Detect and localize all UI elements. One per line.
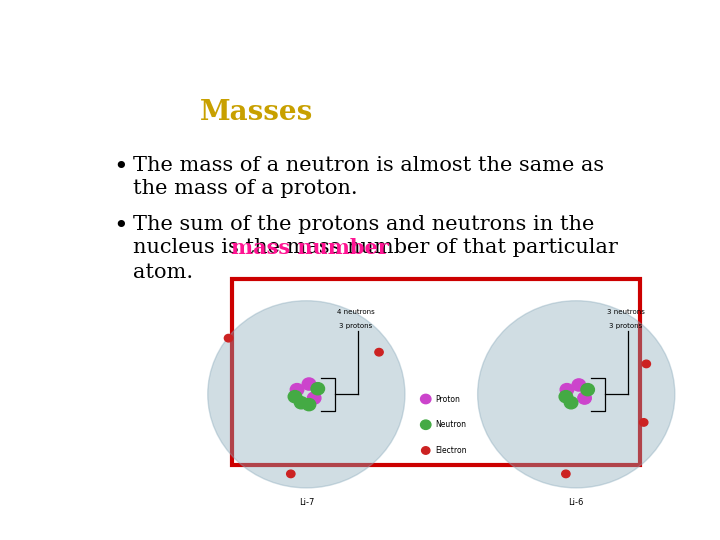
Text: Neutron: Neutron	[435, 420, 466, 429]
Circle shape	[307, 392, 321, 404]
Bar	[232, 279, 640, 465]
Circle shape	[290, 383, 304, 396]
Circle shape	[564, 397, 578, 409]
Text: Li-7: Li-7	[299, 498, 314, 508]
Text: 3 protons: 3 protons	[609, 323, 642, 329]
Circle shape	[422, 447, 430, 454]
Text: Li-6: Li-6	[569, 498, 584, 508]
Circle shape	[581, 383, 595, 396]
Text: Masses: Masses	[200, 99, 313, 126]
Circle shape	[420, 394, 431, 404]
Circle shape	[287, 470, 295, 477]
Text: mass number: mass number	[231, 238, 390, 258]
Text: atom.: atom.	[132, 264, 193, 282]
Circle shape	[578, 392, 591, 404]
Text: 3 protons: 3 protons	[339, 323, 372, 329]
Text: Proton: Proton	[435, 395, 460, 403]
Circle shape	[375, 348, 383, 356]
Circle shape	[562, 470, 570, 477]
Circle shape	[225, 334, 233, 342]
Circle shape	[294, 397, 308, 409]
Text: •: •	[113, 215, 128, 238]
Circle shape	[288, 390, 302, 403]
Circle shape	[560, 383, 574, 396]
Circle shape	[572, 379, 585, 391]
Ellipse shape	[477, 301, 675, 488]
Text: Electron: Electron	[435, 446, 467, 455]
Circle shape	[559, 390, 572, 403]
Text: 4 neutrons: 4 neutrons	[337, 309, 374, 315]
Circle shape	[639, 418, 648, 426]
Circle shape	[642, 360, 650, 368]
Text: The mass of a neutron is almost the same as: The mass of a neutron is almost the same…	[132, 156, 604, 174]
Circle shape	[302, 378, 315, 390]
Ellipse shape	[208, 301, 405, 488]
Circle shape	[311, 383, 325, 395]
Text: nucleus is the mass number of that particular: nucleus is the mass number of that parti…	[132, 238, 618, 257]
Text: the mass of a proton.: the mass of a proton.	[132, 179, 357, 198]
Text: •: •	[113, 156, 128, 179]
Text: 3 neutrons: 3 neutrons	[607, 309, 644, 315]
Circle shape	[302, 399, 315, 411]
Circle shape	[420, 420, 431, 429]
Text: The sum of the protons and neutrons in the: The sum of the protons and neutrons in t…	[132, 215, 594, 234]
